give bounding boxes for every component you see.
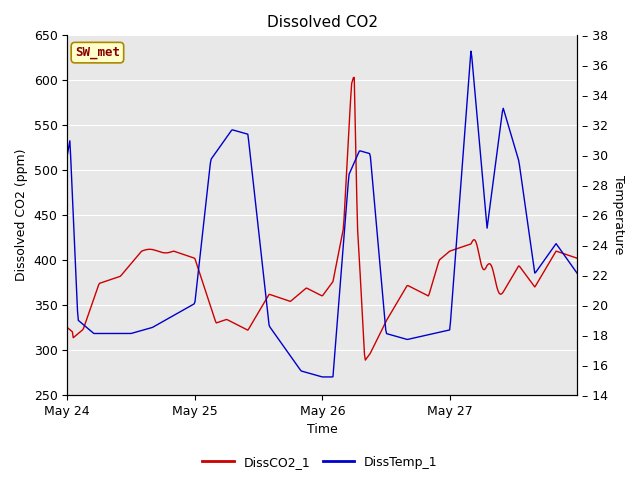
Legend: DissCO2_1, DissTemp_1: DissCO2_1, DissTemp_1 <box>197 451 443 474</box>
Y-axis label: Dissolved CO2 (ppm): Dissolved CO2 (ppm) <box>15 149 28 281</box>
Y-axis label: Temperature: Temperature <box>612 176 625 255</box>
Title: Dissolved CO2: Dissolved CO2 <box>267 15 378 30</box>
X-axis label: Time: Time <box>307 423 338 436</box>
Text: SW_met: SW_met <box>75 46 120 59</box>
